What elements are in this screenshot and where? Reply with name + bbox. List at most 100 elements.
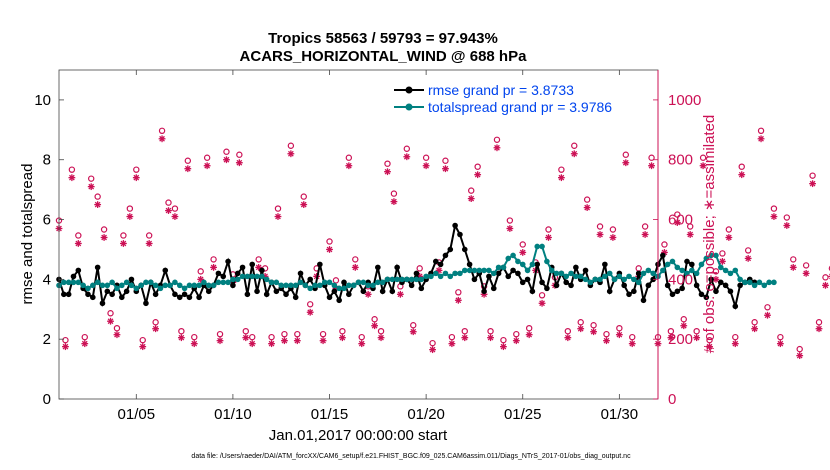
obs-possible-point bbox=[287, 142, 295, 149]
obs-possible-point bbox=[68, 166, 76, 173]
obs-assimilated-point bbox=[622, 159, 630, 167]
rmse-point bbox=[602, 261, 608, 268]
rmse-point bbox=[447, 246, 454, 253]
totalspread-point bbox=[510, 252, 516, 259]
rmse-point bbox=[273, 288, 280, 295]
rmse-point bbox=[515, 270, 521, 277]
totalspread-point bbox=[751, 282, 758, 289]
totalspread-point bbox=[138, 282, 144, 289]
obs-possible-point bbox=[525, 325, 533, 332]
rmse-point bbox=[394, 264, 400, 271]
rmse-point bbox=[99, 300, 106, 307]
totalspread-point bbox=[326, 279, 333, 286]
rmse-point bbox=[234, 270, 241, 277]
obs-assimilated-point bbox=[274, 213, 282, 220]
legend: rmse grand pr = 3.8733 totalspread grand… bbox=[391, 78, 647, 116]
rmse-point bbox=[621, 282, 627, 289]
obs-possible-point bbox=[294, 330, 301, 338]
obs-possible-point bbox=[107, 310, 114, 317]
totalspread-point bbox=[606, 270, 613, 277]
obs-assimilated-point bbox=[699, 162, 707, 170]
obs-possible-point bbox=[120, 232, 127, 239]
obs-assimilated-point bbox=[190, 340, 198, 348]
obs-assimilated-point bbox=[139, 343, 147, 351]
totalspread-point bbox=[573, 273, 579, 280]
totalspread-point bbox=[558, 270, 565, 277]
obs-possible-point bbox=[712, 268, 720, 275]
obs-assimilated-point bbox=[519, 249, 527, 256]
totalspread-point bbox=[490, 270, 497, 277]
obs-assimilated-point bbox=[744, 255, 752, 262]
rmse-point bbox=[143, 300, 149, 307]
obs-possible-point bbox=[100, 226, 108, 233]
obs-possible-point bbox=[674, 211, 681, 218]
x-tick-label: 01/20 bbox=[407, 406, 445, 423]
totalspread-point bbox=[621, 276, 627, 283]
obs-possible-point bbox=[609, 226, 617, 233]
totalspread-point bbox=[766, 279, 772, 286]
obs-possible-point bbox=[255, 256, 262, 263]
rmse-point bbox=[573, 264, 579, 271]
obs-assimilated-point bbox=[319, 337, 327, 345]
totalspread-point bbox=[268, 279, 275, 286]
obs-possible-point bbox=[178, 327, 185, 335]
totalspread-point bbox=[539, 243, 545, 250]
obs-assimilated-point bbox=[74, 240, 82, 247]
obs-possible-point bbox=[94, 193, 101, 200]
rmse-point bbox=[505, 273, 512, 280]
obs-possible-point bbox=[274, 205, 282, 212]
obs-assimilated-point bbox=[667, 334, 675, 342]
totalspread-point bbox=[428, 273, 434, 280]
totalspread-point bbox=[75, 279, 82, 286]
obs-possible-point bbox=[622, 151, 629, 158]
obs-assimilated-point bbox=[396, 290, 404, 298]
y-left-tick-label: 0 bbox=[43, 391, 51, 408]
rmse-point bbox=[461, 246, 468, 253]
obs-assimilated-point bbox=[648, 162, 655, 170]
totalspread-point bbox=[244, 273, 251, 280]
rmse-point bbox=[292, 294, 299, 301]
totalspread-point bbox=[432, 270, 439, 277]
rmse-point bbox=[205, 288, 212, 295]
obs-possible-point bbox=[126, 205, 134, 212]
obs-possible-point bbox=[777, 333, 784, 341]
rmse-point bbox=[408, 282, 415, 289]
totalspread-point bbox=[708, 252, 714, 259]
totalspread-point bbox=[486, 267, 492, 274]
legend-background bbox=[391, 78, 647, 116]
totalspread-point bbox=[495, 264, 502, 271]
totalspread-point bbox=[70, 279, 77, 286]
obs-possible-point bbox=[764, 304, 771, 311]
obs-possible-point bbox=[796, 345, 803, 353]
obs-possible-point bbox=[339, 327, 346, 335]
obs-assimilated-point bbox=[210, 263, 217, 271]
totalspread-point bbox=[722, 267, 729, 274]
obs-assimilated-point bbox=[641, 231, 649, 238]
obs-possible-point bbox=[442, 157, 449, 164]
y-right-tick-label: 400 bbox=[668, 271, 693, 288]
totalspread-point bbox=[384, 276, 391, 283]
totalspread-point bbox=[259, 273, 265, 280]
totalspread-point bbox=[278, 282, 285, 289]
obs-assimilated-point bbox=[158, 135, 166, 143]
plot-background bbox=[59, 70, 658, 399]
obs-possible-point bbox=[171, 205, 179, 212]
obs-possible-point bbox=[571, 142, 578, 149]
obs-assimilated-point bbox=[255, 263, 263, 271]
rmse-point bbox=[481, 288, 487, 295]
rmse-point bbox=[336, 297, 342, 304]
obs-possible-point bbox=[236, 151, 243, 158]
obs-possible-point bbox=[358, 333, 365, 341]
rmse-point bbox=[109, 291, 115, 298]
totalspread-point bbox=[423, 273, 429, 280]
obs-possible-point bbox=[641, 223, 649, 230]
obs-assimilated-point bbox=[500, 343, 507, 351]
obs-assimilated-point bbox=[673, 219, 681, 226]
rmse-point bbox=[152, 291, 159, 298]
totalspread-point bbox=[418, 276, 425, 283]
obs-assimilated-point bbox=[177, 334, 185, 342]
totalspread-point bbox=[147, 279, 154, 286]
obs-assimilated-point bbox=[422, 162, 430, 170]
obs-possible-point bbox=[725, 226, 733, 233]
obs-assimilated-point bbox=[442, 165, 449, 173]
